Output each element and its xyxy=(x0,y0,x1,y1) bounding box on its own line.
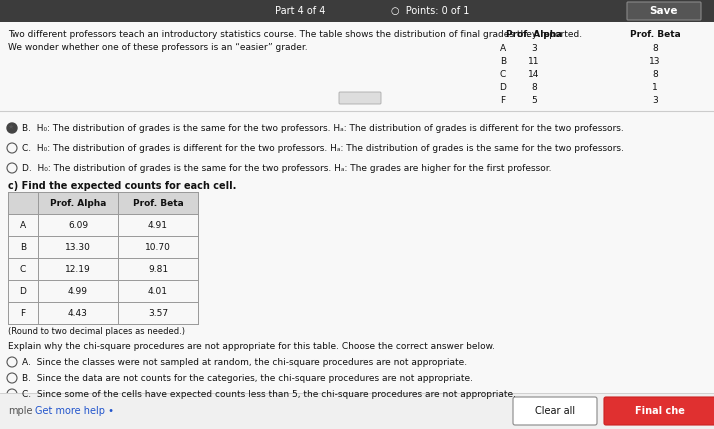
Text: Get more help •: Get more help • xyxy=(35,406,114,416)
FancyBboxPatch shape xyxy=(339,92,381,104)
Text: B.  H₀: The distribution of grades is the same for the two professors. Hₐ: The d: B. H₀: The distribution of grades is the… xyxy=(22,124,624,133)
Text: 8: 8 xyxy=(652,44,658,53)
Text: A: A xyxy=(20,221,26,230)
Text: D.  H₀: The distribution of grades is the same for the two professors. Hₐ: The g: D. H₀: The distribution of grades is the… xyxy=(22,164,551,173)
Text: (Round to two decimal places as needed.): (Round to two decimal places as needed.) xyxy=(8,327,185,336)
Text: 3: 3 xyxy=(531,44,537,53)
Text: 3.57: 3.57 xyxy=(148,308,168,317)
Text: A: A xyxy=(500,44,506,53)
Text: Part 4 of 4: Part 4 of 4 xyxy=(275,6,325,16)
Text: 4.91: 4.91 xyxy=(148,221,168,230)
Text: A.  Since the classes were not sampled at random, the chi-square procedures are : A. Since the classes were not sampled at… xyxy=(22,358,467,367)
Text: Explain why the chi-square procedures are not appropriate for this table. Choose: Explain why the chi-square procedures ar… xyxy=(8,342,495,351)
Text: 1: 1 xyxy=(652,83,658,92)
Text: 12.19: 12.19 xyxy=(65,265,91,274)
Text: mple: mple xyxy=(8,406,33,416)
Text: 13: 13 xyxy=(649,57,660,66)
Text: C: C xyxy=(500,70,506,79)
Bar xyxy=(0,0,714,22)
Text: Prof. Alpha: Prof. Alpha xyxy=(506,30,562,39)
Text: Prof. Beta: Prof. Beta xyxy=(630,30,680,39)
Text: c) Find the expected counts for each cell.: c) Find the expected counts for each cel… xyxy=(8,181,236,191)
Text: Save: Save xyxy=(650,6,678,16)
Text: 4.99: 4.99 xyxy=(68,287,88,296)
Text: 5: 5 xyxy=(531,96,537,105)
Text: B: B xyxy=(20,242,26,251)
Text: 6.09: 6.09 xyxy=(68,221,88,230)
Circle shape xyxy=(7,123,17,133)
Text: D: D xyxy=(19,287,26,296)
Bar xyxy=(8,192,198,214)
Text: F: F xyxy=(501,96,506,105)
Text: Prof. Alpha: Prof. Alpha xyxy=(50,199,106,208)
Text: 8: 8 xyxy=(652,70,658,79)
Text: ○  Points: 0 of 1: ○ Points: 0 of 1 xyxy=(391,6,469,16)
Text: 4.01: 4.01 xyxy=(148,287,168,296)
Text: C: C xyxy=(20,265,26,274)
FancyBboxPatch shape xyxy=(604,397,714,425)
Text: B.  Since the data are not counts for the categories, the chi-square procedures : B. Since the data are not counts for the… xyxy=(22,374,473,383)
Text: 3: 3 xyxy=(652,96,658,105)
Text: Two different professors teach an introductory statistics course. The table show: Two different professors teach an introd… xyxy=(8,30,582,39)
Text: Clear all: Clear all xyxy=(535,406,575,416)
Bar xyxy=(0,393,714,429)
FancyBboxPatch shape xyxy=(513,397,597,425)
Text: C.  H₀: The distribution of grades is different for the two professors. Hₐ: The : C. H₀: The distribution of grades is dif… xyxy=(22,144,624,153)
Text: 10.70: 10.70 xyxy=(145,242,171,251)
Text: 8: 8 xyxy=(531,83,537,92)
Text: 14: 14 xyxy=(528,70,540,79)
Text: Prof. Beta: Prof. Beta xyxy=(133,199,183,208)
Text: We wonder whether one of these professors is an “easier” grader.: We wonder whether one of these professor… xyxy=(8,43,308,52)
FancyBboxPatch shape xyxy=(627,2,701,20)
Text: Final che: Final che xyxy=(635,406,685,416)
Text: 13.30: 13.30 xyxy=(65,242,91,251)
Text: ★: ★ xyxy=(8,124,14,130)
Text: C.  Since some of the cells have expected counts less than 5, the chi-square pro: C. Since some of the cells have expected… xyxy=(22,390,516,399)
Text: 11: 11 xyxy=(528,57,540,66)
Text: 4.43: 4.43 xyxy=(68,308,88,317)
Text: F: F xyxy=(21,308,26,317)
Text: B: B xyxy=(500,57,506,66)
Text: D: D xyxy=(500,83,506,92)
Text: 9.81: 9.81 xyxy=(148,265,168,274)
